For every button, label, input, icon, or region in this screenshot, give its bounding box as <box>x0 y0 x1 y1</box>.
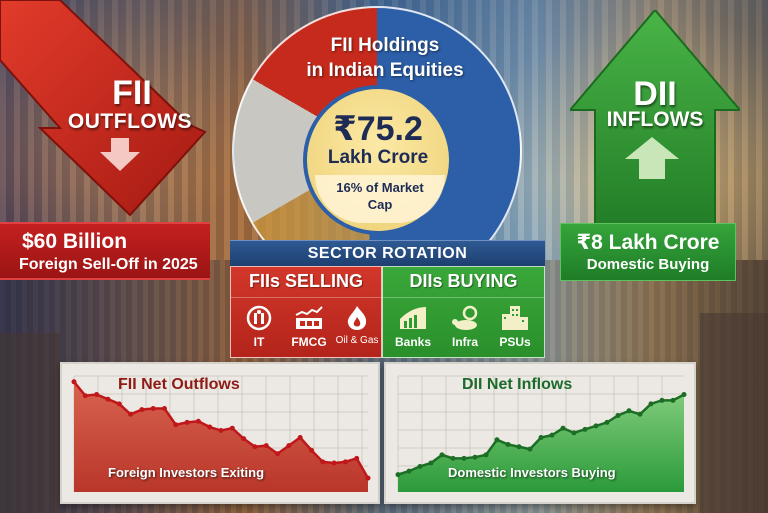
holdings-note-line1: 16% of Market <box>336 180 424 195</box>
sector-label: PSUs <box>499 335 531 349</box>
holdings-value-badge: ₹75.2 Lakh Crore 16% of Market Cap <box>303 85 453 235</box>
sector-rotation-header: SECTOR ROTATION <box>230 240 545 266</box>
infrastructure-icon <box>452 305 478 330</box>
holdings-title-line1: FII Holdings <box>330 35 440 56</box>
down-arrow-icon <box>100 138 140 171</box>
dii-title: DII <box>633 75 677 113</box>
fii-amount: $60 Billion <box>22 230 128 253</box>
fii-chart-caption: Foreign Investors Exiting <box>108 465 265 480</box>
fii-description: Foreign Sell-Off in 2025 <box>19 256 198 273</box>
fii-title: FII <box>112 74 152 112</box>
divider <box>383 297 544 298</box>
sector-label: IT <box>253 335 265 349</box>
sector-item-oil-gas: Oil & Gas <box>333 305 381 346</box>
fii-chart-title: FII Net Outflows <box>118 376 240 393</box>
dii-chart-title: DII Net Inflows <box>462 376 573 393</box>
dii-net-inflows-chart: DII Net Inflows Domestic Investors Buyin… <box>384 362 696 504</box>
sector-item-it: IT <box>235 305 283 349</box>
diis-buying-title: DIIs BUYING <box>409 271 518 291</box>
holdings-value: ₹75.2 <box>333 110 423 148</box>
factory-icon <box>295 306 323 329</box>
dii-up-arrow-icon <box>570 10 740 225</box>
holdings-title-line2: in Indian Equities <box>306 60 464 81</box>
fiis-selling-box: FIIs SELLING IT FMCG Oil & Gas <box>230 266 382 358</box>
holdings-note: 16% of Market Cap <box>315 175 445 223</box>
sector-label: Infra <box>451 335 478 349</box>
dii-chart-caption: Domestic Investors Buying <box>448 465 616 480</box>
diis-buying-box: DIIs BUYING Banks Infra PSUs <box>382 266 545 358</box>
flame-icon <box>347 306 367 330</box>
buildings-icon <box>502 306 528 330</box>
dii-line-chart <box>395 375 687 492</box>
dii-summary-band: ₹8 Lakh Crore Domestic Buying <box>560 223 736 281</box>
sector-item-psus: PSUs <box>491 305 539 349</box>
fiis-selling-title: FIIs SELLING <box>248 271 363 291</box>
holdings-title: FII Holdings in Indian Equities <box>292 33 478 83</box>
sector-label: Oil & Gas <box>335 335 379 346</box>
dii-amount: ₹8 Lakh Crore <box>576 231 720 254</box>
sector-label: FMCG <box>291 335 327 349</box>
dii-subtitle: INFLOWS <box>606 108 704 131</box>
holdings-note-line2: Cap <box>367 197 393 212</box>
sector-label: Banks <box>394 335 432 349</box>
chip-icon <box>246 305 272 331</box>
fii-summary-band: $60 Billion Foreign Sell-Off in 2025 <box>0 222 210 280</box>
dii-description: Domestic Buying <box>586 256 710 273</box>
fii-line-chart <box>71 375 371 492</box>
fii-down-arrow-icon <box>0 0 207 217</box>
sector-item-infra: Infra <box>441 305 489 349</box>
sector-item-fmcg: FMCG <box>285 305 333 349</box>
holdings-unit: Lakh Crore <box>327 147 429 168</box>
sector-item-banks: Banks <box>389 305 437 349</box>
divider <box>231 297 381 298</box>
fii-subtitle: OUTFLOWS <box>67 110 193 133</box>
up-arrow-icon <box>625 137 679 179</box>
bank-growth-icon <box>400 307 426 329</box>
fii-net-outflows-chart: FII Net Outflows Foreign Investors Exiti… <box>60 362 380 504</box>
